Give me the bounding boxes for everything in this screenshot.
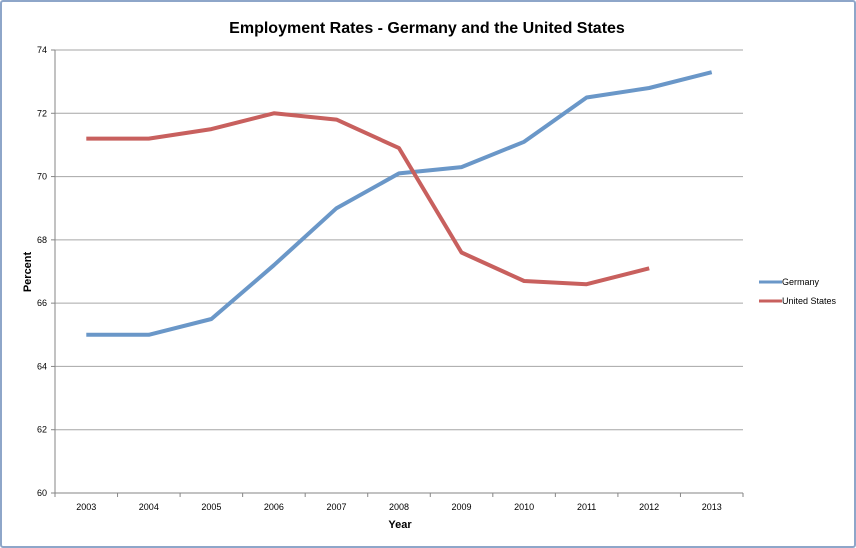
x-tick-label-2010: 2010 <box>514 502 534 512</box>
legend-item-germany: Germany <box>759 277 820 287</box>
x-tick-label-2003: 2003 <box>76 502 96 512</box>
x-tick-label-2008: 2008 <box>389 502 409 512</box>
y-tick-label: 64 <box>37 361 47 371</box>
x-tick-label-2012: 2012 <box>639 502 659 512</box>
series-lines <box>86 70 713 337</box>
legend: Germany United States <box>759 277 837 306</box>
y-tick-label: 72 <box>37 108 47 118</box>
series-line-germany <box>86 70 713 337</box>
x-tick-label-2005: 2005 <box>201 502 221 512</box>
y-tick-label: 66 <box>37 298 47 308</box>
y-tick-label: 68 <box>37 235 47 245</box>
y-tick-labels: 60 62 64 66 68 70 72 74 <box>37 45 55 498</box>
y-axis-title: Percent <box>22 251 34 292</box>
x-tick-label-2013: 2013 <box>702 502 722 512</box>
x-tick-label-2004: 2004 <box>139 502 159 512</box>
y-tick-label: 70 <box>37 172 47 182</box>
x-tick-labels: 2003 2004 2005 2006 2007 2008 2009 2010 2011 2012… <box>54 493 744 512</box>
legend-label-united-states: United States <box>782 296 837 306</box>
x-axis-title: Year <box>388 519 412 531</box>
chart-title: Employment Rates - Germany and the Unite… <box>229 20 625 37</box>
series-line-united-states <box>86 111 650 287</box>
gridlines <box>55 49 743 431</box>
legend-item-united-states: United States <box>759 296 837 306</box>
y-tick-label: 74 <box>37 45 47 55</box>
y-tick-label: 60 <box>37 488 47 498</box>
x-tick-label-2011: 2011 <box>577 502 596 512</box>
y-tick-label: 62 <box>37 425 47 435</box>
axes <box>54 50 743 494</box>
x-tick-label-2007: 2007 <box>326 502 346 512</box>
x-tick-label-2009: 2009 <box>452 502 472 512</box>
legend-label-germany: Germany <box>782 277 820 287</box>
x-tick-label-2006: 2006 <box>264 502 284 512</box>
